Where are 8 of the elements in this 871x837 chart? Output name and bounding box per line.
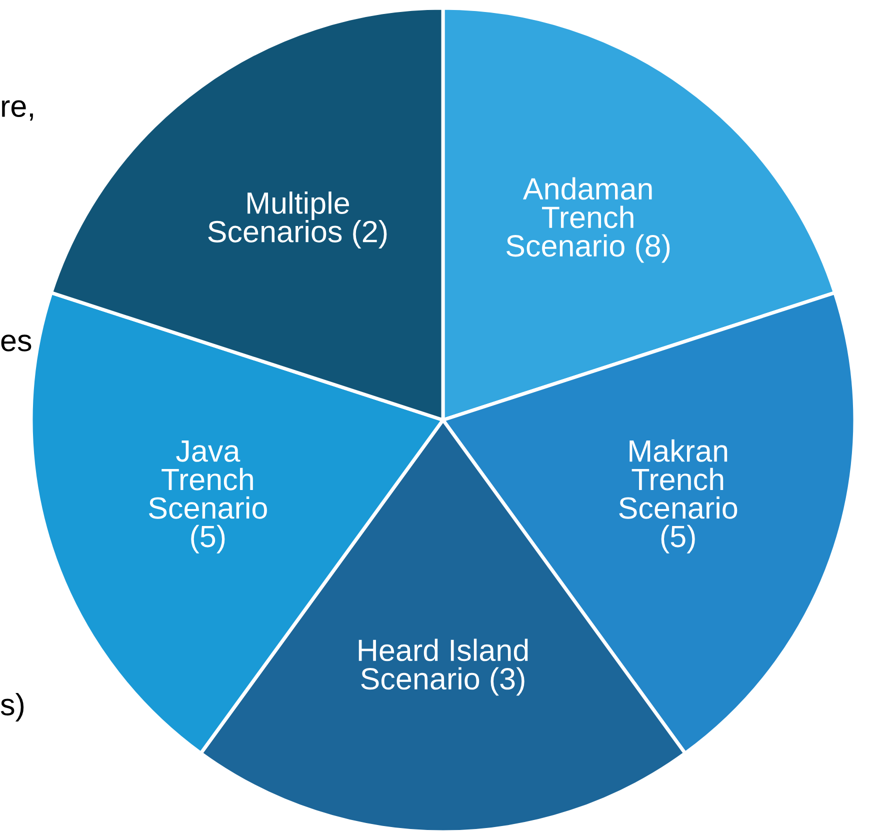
text: s)	[0, 693, 24, 722]
slice-label: Java Trench Scenario (5)	[148, 440, 267, 554]
slice-label: Multiple Scenarios (2)	[208, 192, 387, 248]
slice-label: Andaman Trench Scenario (8)	[506, 177, 670, 263]
slice-label: Heard Island Scenario (3)	[358, 638, 528, 696]
text: es	[1, 334, 32, 352]
slice-label: Makran Trench Scenario (5)	[619, 439, 738, 554]
text: re,	[2, 100, 33, 121]
